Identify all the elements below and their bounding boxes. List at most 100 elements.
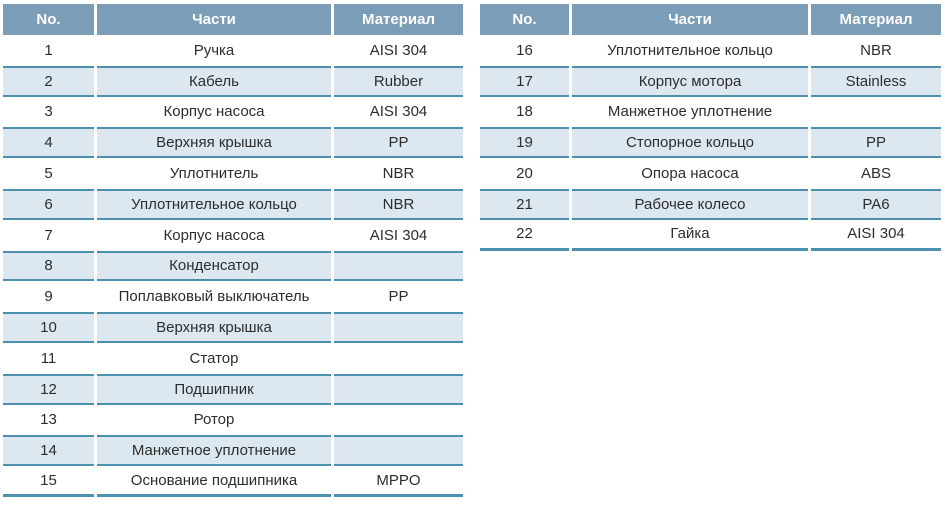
cell-part: Уплотнительное кольцо	[97, 188, 331, 220]
cell-no: 22	[480, 220, 569, 251]
table-row: 11 Статор	[3, 343, 463, 374]
cell-no: 21	[480, 188, 569, 220]
cell-material: Rubber	[334, 65, 463, 97]
cell-material	[334, 435, 463, 467]
cell-no: 2	[3, 65, 94, 97]
cell-part: Корпус насоса	[163, 226, 265, 244]
table-row: 14 Манжетное уплотнение	[3, 435, 463, 467]
table-row: 1 Ручка AISI 304	[3, 35, 463, 66]
cell-no: 1	[44, 41, 53, 59]
table-row: 9 Поплавковый выключатель PP	[3, 281, 463, 312]
table-row: 19 Стопорное кольцо PP	[480, 127, 941, 159]
cell-part: Статор	[189, 349, 239, 367]
header-no: No.	[480, 4, 569, 35]
header-material: Материал	[334, 4, 463, 35]
header-part: Части	[572, 4, 808, 35]
cell-no: 10	[3, 312, 94, 343]
cell-part: Манжетное уплотнение	[607, 103, 773, 121]
cell-no: 6	[3, 188, 94, 220]
table-row: 10 Верхняя крышка	[3, 312, 463, 343]
cell-material: AISI 304	[369, 103, 428, 121]
cell-no: 5	[44, 165, 53, 183]
cell-part: Манжетное уплотнение	[97, 435, 331, 467]
cell-material	[334, 312, 463, 343]
table-row: 16 Уплотнительное кольцо NBR	[480, 35, 941, 66]
cell-no: 7	[44, 226, 53, 244]
cell-part: Ручка	[193, 41, 235, 59]
cell-part: Кабель	[97, 65, 331, 97]
cell-part: Опора насоса	[641, 165, 739, 183]
table-row: 17 Корпус мотора Stainless	[480, 65, 941, 97]
parts-table-right: No. Части Материал 16 Уплотнительное кол…	[480, 4, 941, 251]
cell-part: Подшипник	[97, 373, 331, 405]
cell-no: 8	[3, 250, 94, 282]
cell-no: 11	[40, 349, 57, 367]
cell-material: ABS	[860, 165, 891, 183]
cell-material: NBR	[860, 41, 892, 59]
table-header-row: No. Части Материал	[480, 4, 941, 35]
parts-table-left: No. Части Материал 1 Ручка AISI 304 2 Ка…	[3, 4, 463, 497]
table-row: 2 Кабель Rubber	[3, 65, 463, 97]
cell-no: 15	[3, 466, 94, 497]
cell-material: AISI 304	[369, 226, 428, 244]
cell-material: PA6	[811, 188, 941, 220]
table-row: 3 Корпус насоса AISI 304	[3, 97, 463, 128]
cell-material	[811, 97, 941, 128]
cell-part: Уплотнительное кольцо	[607, 41, 773, 59]
cell-no: 4	[3, 127, 94, 159]
cell-no: 19	[480, 127, 569, 159]
table-header-row: No. Части Материал	[3, 4, 463, 35]
cell-no: 9	[44, 288, 53, 306]
cell-material: PP	[811, 127, 941, 159]
cell-material: NBR	[334, 188, 463, 220]
table-row: 20 Опора насоса ABS	[480, 158, 941, 189]
table-row: 7 Корпус насоса AISI 304	[3, 220, 463, 251]
cell-no: 18	[516, 103, 533, 121]
cell-no: 13	[40, 411, 57, 429]
table-body: 16 Уплотнительное кольцо NBR 17 Корпус м…	[480, 35, 941, 251]
table-row: 15 Основание подшипника MPPO	[3, 466, 463, 497]
table-row: 4 Верхняя крышка PP	[3, 127, 463, 159]
cell-no: 3	[44, 103, 53, 121]
cell-part: Рабочее колесо	[572, 188, 808, 220]
cell-part: Основание подшипника	[97, 466, 331, 497]
cell-material: MPPO	[334, 466, 463, 497]
table-row: 22 Гайка AISI 304	[480, 220, 941, 251]
cell-part: Гайка	[572, 220, 808, 251]
cell-part: Корпус мотора	[572, 65, 808, 97]
cell-material	[334, 405, 463, 436]
cell-material: PP	[334, 127, 463, 159]
table-row: 8 Конденсатор	[3, 250, 463, 282]
table-row: 6 Уплотнительное кольцо NBR	[3, 188, 463, 220]
cell-material	[334, 373, 463, 405]
cell-part: Верхняя крышка	[97, 127, 331, 159]
table-row: 12 Подшипник	[3, 373, 463, 405]
cell-no: 17	[480, 65, 569, 97]
cell-part: Стопорное кольцо	[572, 127, 808, 159]
table-row: 13 Ротор	[3, 405, 463, 436]
cell-part: Уплотнитель	[169, 165, 259, 183]
table-row: 18 Манжетное уплотнение	[480, 97, 941, 128]
cell-part: Корпус насоса	[163, 103, 265, 121]
cell-part: Верхняя крышка	[97, 312, 331, 343]
cell-material: AISI 304	[369, 41, 428, 59]
cell-part: Поплавковый выключатель	[118, 288, 310, 306]
cell-material: PP	[388, 288, 409, 306]
header-material: Материал	[811, 4, 941, 35]
cell-no: 12	[3, 373, 94, 405]
cell-part: Конденсатор	[97, 250, 331, 282]
header-part: Части	[97, 4, 331, 35]
cell-no: 20	[516, 165, 533, 183]
cell-material: Stainless	[811, 65, 941, 97]
header-no: No.	[3, 4, 94, 35]
cell-material	[334, 343, 463, 374]
table-body: 1 Ручка AISI 304 2 Кабель Rubber 3 Корпу…	[3, 35, 463, 497]
cell-no: 16	[516, 41, 533, 59]
cell-material: NBR	[382, 165, 415, 183]
table-row: 21 Рабочее колесо PA6	[480, 188, 941, 220]
cell-material	[334, 250, 463, 282]
cell-no: 14	[3, 435, 94, 467]
cell-material: AISI 304	[811, 220, 941, 251]
table-row: 5 Уплотнитель NBR	[3, 158, 463, 189]
